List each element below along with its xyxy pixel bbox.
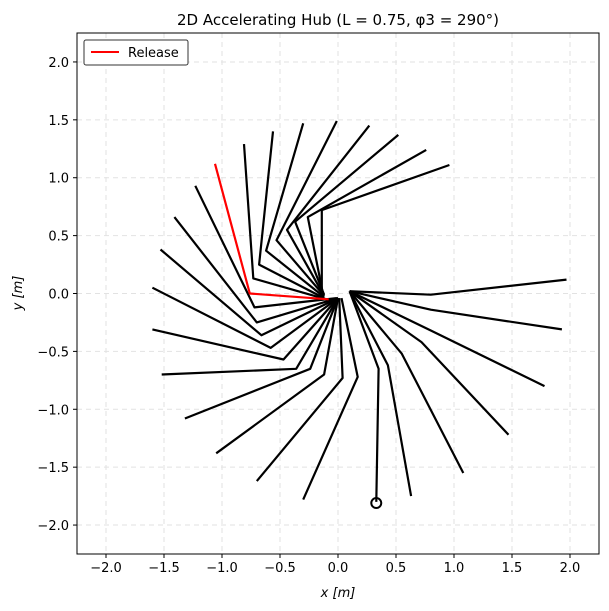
x-tick-label-0: −2.0 [90,561,122,576]
arm-line-4 [349,290,545,388]
chart-title: 2D Accelerating Hub (L = 0.75, φ3 = 290°… [177,11,499,29]
arm-line-14 [159,248,339,337]
x-tick-label-6: 1.0 [444,561,465,576]
arm-line-23 [306,148,427,294]
arm-line-20 [275,120,338,297]
y-tick-label-3: −0.5 [37,345,69,360]
x-tick-label-7: 1.5 [502,561,523,576]
arm-line-6 [349,278,567,296]
axis-ticks: −2.0 −1.5 −1.0 −0.5 0.0 0.5 1.0 1.5 2.0 −2.0 −1.5 −… [37,56,580,576]
y-axis-label: y [m] [11,276,26,312]
x-tick-label-5: 0.5 [386,561,407,576]
x-tick-label-4: 0.0 [328,561,349,576]
y-tick-label-2: −1.0 [37,403,69,418]
release-arm-line [213,163,329,301]
arm-line-11 [161,297,339,376]
legend: Release [83,39,189,66]
arm-line-24 [320,163,450,294]
grid [77,33,599,554]
x-axis-label: x [m] [320,586,356,601]
arm-line-15 [173,216,339,324]
arm-line-13 [151,286,339,349]
arm-line-9 [215,297,340,455]
arm-line-18 [258,131,325,300]
arm-line-0 [348,290,380,502]
arm-line-3 [348,290,510,436]
y-tick-label-4: 0.0 [48,288,69,303]
arm-line-17 [242,144,327,301]
plot-data [151,120,567,510]
arm-line-1 [348,290,413,497]
x-tick-label-2: −1.0 [206,561,238,576]
arm-line-16 [194,185,337,309]
x-tick-label-8: 2.0 [560,561,581,576]
y-tick-label-8: 2.0 [48,56,69,71]
arm-line-5 [349,290,563,331]
x-tick-label-1: −1.5 [148,561,180,576]
x-tick-label-3: −0.5 [264,561,296,576]
arm-line-10 [184,297,340,420]
arm-line-12 [152,297,339,361]
legend-box [83,39,189,66]
arm-line-21 [285,124,371,297]
hub-marker [370,497,383,510]
arm-line-22 [294,134,400,296]
y-tick-label-1: −1.5 [37,461,69,476]
y-tick-label-0: −2.0 [37,519,69,534]
y-tick-label-6: 1.0 [48,172,69,187]
y-tick-label-7: 1.5 [48,114,69,129]
legend-release-label: Release [128,46,179,61]
arm-line-19 [265,122,325,298]
y-tick-label-5: 0.5 [48,230,69,245]
arm-line-8 [255,298,344,482]
arm-line-2 [348,290,465,474]
arm-line-7 [302,297,359,501]
